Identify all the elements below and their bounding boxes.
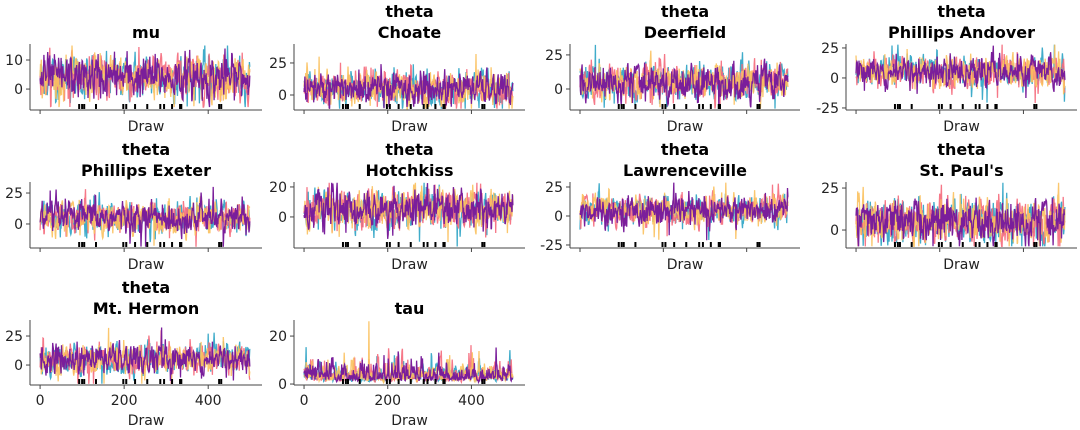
panel-title: tau [395, 299, 425, 318]
y-tick-label: 0 [278, 210, 287, 226]
panel-theta-deerfield: 0 25 Draw theta Deerfield [545, 2, 800, 135]
trace-line-chain-3 [303, 347, 514, 385]
x-tick-label: 0 [300, 393, 309, 409]
trace-line-chain-3 [855, 45, 1066, 99]
panel-theta-mt-hermon: 0 25 0 200 400 Draw theta Mt. Hermon [5, 278, 262, 429]
trace-line-chain-3 [39, 48, 251, 108]
x-axis-label: Draw [128, 119, 165, 135]
panel-title: Hotchkiss [365, 161, 453, 180]
panel-title: theta [661, 140, 709, 159]
x-tick-label: 200 [374, 393, 401, 409]
x-axis-label: Draw [391, 413, 428, 429]
x-tick-label: 400 [195, 393, 222, 409]
y-tick-label: 0 [554, 209, 563, 225]
trace-line-chain-3 [39, 186, 251, 247]
y-tick-label: 0 [554, 82, 563, 98]
x-axis-label: Draw [667, 119, 704, 135]
panel-title: theta [385, 2, 433, 21]
y-tick-label: 25 [545, 180, 563, 196]
panel-theta-phillips-andover: -25 0 25 Draw theta Phillips Andover [816, 2, 1077, 135]
x-axis-label: Draw [128, 257, 165, 273]
trace-line-chain-3 [579, 58, 789, 109]
panel-title: Choate [378, 23, 442, 42]
panel-title: theta [122, 140, 170, 159]
panel-title: theta [661, 2, 709, 21]
y-tick-label: 20 [269, 180, 287, 196]
panel-theta-lawrenceville: -25 0 25 Draw theta Lawrenceville [540, 140, 800, 273]
y-tick-label: 0 [14, 82, 23, 98]
y-tick-label: 0 [278, 88, 287, 104]
panel-title: theta [937, 2, 985, 21]
x-axis-label: Draw [943, 257, 980, 273]
x-tick-label: 0 [36, 393, 45, 409]
panel-title: Mt. Hermon [93, 299, 199, 318]
y-tick-label: 25 [545, 48, 563, 64]
panel-theta-choate: 0 25 Draw theta Choate [269, 2, 525, 135]
x-axis-label: Draw [943, 119, 980, 135]
trace-line-chain-3 [39, 327, 251, 381]
panel-theta-st-paul-s: 0 25 Draw theta St. Paul's [821, 140, 1077, 273]
y-tick-label: 0 [278, 377, 287, 393]
panel-title: Deerfield [644, 23, 727, 42]
panel-title: St. Paul's [919, 161, 1003, 180]
trace-line-chain-3 [303, 64, 514, 109]
x-axis-label: Draw [391, 119, 428, 135]
y-tick-label: 25 [5, 186, 23, 202]
panel-title: theta [122, 278, 170, 297]
trace-line-chain-3 [855, 197, 1066, 247]
y-tick-label: 10 [5, 53, 23, 69]
y-tick-label: 25 [821, 181, 839, 197]
panel-mu: 0 10 Draw mu [5, 23, 262, 135]
y-tick-label: -25 [540, 238, 563, 254]
panel-title: mu [132, 23, 160, 42]
y-tick-label: 0 [830, 71, 839, 87]
panel-title: theta [937, 140, 985, 159]
x-tick-label: 400 [458, 393, 485, 409]
y-tick-label: 0 [14, 217, 23, 233]
x-axis-label: Draw [667, 257, 704, 273]
y-tick-label: 0 [830, 223, 839, 239]
y-tick-label: 25 [821, 41, 839, 57]
trace-line-chain-3 [579, 182, 789, 241]
panel-title: Phillips Andover [888, 23, 1035, 42]
trace-line-chain-3 [303, 182, 514, 239]
y-tick-label: 0 [14, 358, 23, 374]
panel-theta-phillips-exeter: 0 25 Draw theta Phillips Exeter [5, 140, 262, 273]
y-tick-label: -25 [816, 101, 839, 117]
panel-title: Phillips Exeter [81, 161, 211, 180]
y-tick-label: 20 [269, 329, 287, 345]
x-tick-label: 200 [111, 393, 138, 409]
x-axis-label: Draw [128, 413, 165, 429]
panel-title: theta [385, 140, 433, 159]
y-tick-label: 25 [5, 329, 23, 345]
x-axis-label: Draw [391, 257, 428, 273]
panel-theta-hotchkiss: 0 20 Draw theta Hotchkiss [269, 140, 525, 273]
y-tick-label: 25 [269, 56, 287, 72]
panel-title: Lawrenceville [623, 161, 747, 180]
